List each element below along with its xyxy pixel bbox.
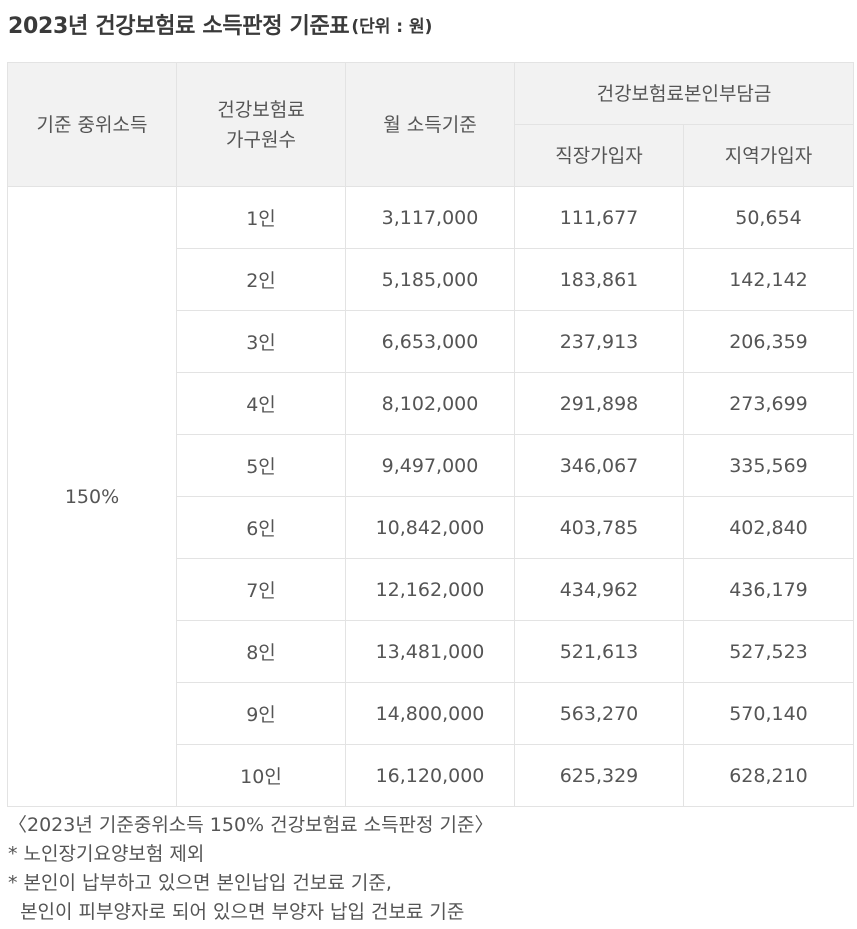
cell-income: 5,185,000 [345,248,515,311]
table-row: 2인 5,185,000 183,861 142,142 [8,248,854,311]
cell-employee: 111,677 [514,186,684,249]
cell-regional: 273,699 [683,372,854,435]
cell-household: 10인 [176,744,346,807]
cell-income: 10,842,000 [345,496,515,559]
footnotes: 〈2023년 기준중위소득 150% 건강보험료 소득판정 기준〉 * 노인장기… [8,811,494,927]
page-title: 2023년 건강보험료 소득판정 기준표 (단위 : 원) [8,6,432,42]
cell-employee: 291,898 [514,372,684,435]
header-premium-group: 건강보험료본인부담금 [514,62,854,125]
cell-regional: 628,210 [683,744,854,807]
footnote-2-line2: 본인이 피부양자로 되어 있으면 부양자 납입 건보료 기준 [8,901,465,923]
cell-household: 2인 [176,248,346,311]
cell-household: 6인 [176,496,346,559]
table-row: 10인 16,120,000 625,329 628,210 [8,744,854,807]
cell-income: 8,102,000 [345,372,515,435]
cell-income: 12,162,000 [345,558,515,621]
cell-employee: 403,785 [514,496,684,559]
table-header-row: 기준 중위소득 건강보험료 가구원수 월 소득기준 건강보험료본인부담금 [7,62,854,187]
header-household-size: 건강보험료 가구원수 [176,62,346,187]
table-caption: 〈2023년 기준중위소득 150% 건강보험료 소득판정 기준〉 [8,814,494,836]
footnote-1: * 노인장기요양보험 제외 [8,843,205,865]
cell-regional: 50,654 [683,186,854,249]
title-unit: (단위 : 원) [351,17,433,37]
cell-employee: 346,067 [514,434,684,497]
cell-employee: 183,861 [514,248,684,311]
table-row: 3인 6,653,000 237,913 206,359 [8,310,854,373]
cell-regional: 335,569 [683,434,854,497]
cell-employee: 521,613 [514,620,684,683]
cell-household: 8인 [176,620,346,683]
header-household-line2: 가구원수 [226,128,296,151]
income-criteria-table: 기준 중위소득 건강보험료 가구원수 월 소득기준 건강보험료본인부담금 직장가… [7,62,854,807]
table-row: 8인 13,481,000 521,613 527,523 [8,620,854,683]
cell-regional: 142,142 [683,248,854,311]
table-row: 4인 8,102,000 291,898 273,699 [8,372,854,435]
footnote-2-line1: * 본인이 납부하고 있으면 본인납입 건보료 기준, [8,872,392,894]
table-row: 9인 14,800,000 563,270 570,140 [8,682,854,745]
cell-income: 16,120,000 [345,744,515,807]
cell-employee: 563,270 [514,682,684,745]
cell-income: 3,117,000 [345,186,515,249]
cell-employee: 434,962 [514,558,684,621]
cell-income: 13,481,000 [345,620,515,683]
cell-income: 14,800,000 [345,682,515,745]
table-row: 7인 12,162,000 434,962 436,179 [8,558,854,621]
cell-household: 1인 [176,186,346,249]
title-main: 2023년 건강보험료 소득판정 기준표 [8,12,350,42]
table-row: 150% 1인 3,117,000 111,677 50,654 [7,186,854,807]
header-monthly-income: 월 소득기준 [345,62,515,187]
median-income-value: 150% [7,186,177,807]
header-median-income: 기준 중위소득 [7,62,177,187]
cell-household: 5인 [176,434,346,497]
cell-income: 6,653,000 [345,310,515,373]
cell-household: 4인 [176,372,346,435]
table-subheader-row: 직장가입자 지역가입자 [8,124,854,187]
cell-employee: 625,329 [514,744,684,807]
cell-regional: 206,359 [683,310,854,373]
cell-income: 9,497,000 [345,434,515,497]
cell-employee: 237,913 [514,310,684,373]
table-row: 6인 10,842,000 403,785 402,840 [8,496,854,559]
cell-household: 7인 [176,558,346,621]
header-employee: 직장가입자 [514,124,684,187]
table-row: 5인 9,497,000 346,067 335,569 [8,434,854,497]
header-household-line1: 건강보험료 [217,98,305,121]
cell-regional: 436,179 [683,558,854,621]
header-regional: 지역가입자 [683,124,854,187]
cell-regional: 570,140 [683,682,854,745]
cell-household: 3인 [176,310,346,373]
cell-regional: 527,523 [683,620,854,683]
cell-household: 9인 [176,682,346,745]
cell-regional: 402,840 [683,496,854,559]
